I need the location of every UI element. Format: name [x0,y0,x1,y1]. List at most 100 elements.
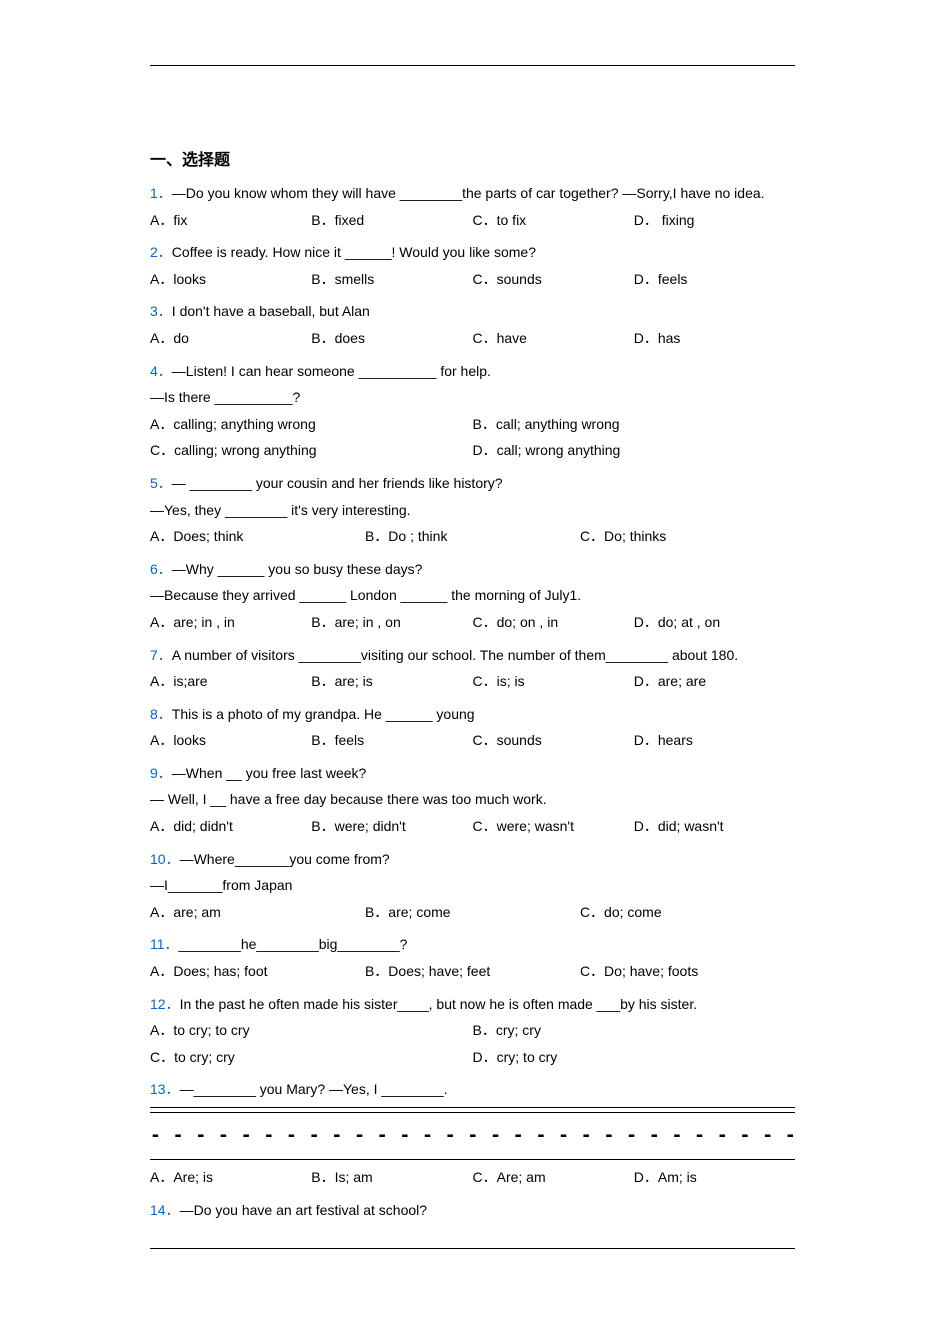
option-row: A．to cry; to cryB．cry; cryC．to cry; cryD… [150,1017,795,1070]
option-item: B．are; in , on [311,609,472,636]
option-item: B．Is; am [311,1164,472,1191]
question-block: 4．—Listen! I can hear someone __________… [150,358,795,464]
option-item: C．sounds [473,266,634,293]
option-item: C．do; on , in [473,609,634,636]
option-item: A．to cry; to cry [150,1017,473,1044]
question-block: 14．—Do you have an art festival at schoo… [150,1197,795,1224]
option-item: A．is;are [150,668,311,695]
option-row: A．are; in , inB．are; in , onC．do; on , i… [150,609,795,636]
section-title: 一、选择题 [150,146,795,170]
question-text: —________ you Mary? —Yes, I ________. [180,1081,448,1097]
question-subline: — Well, I __ have a free day because the… [150,786,795,813]
option-item: A．Does; has; foot [150,958,365,985]
option-item: C．sounds [473,727,634,754]
question-subline: —I_______from Japan [150,872,795,899]
question-subline: —Is there __________? [150,384,795,411]
question-text-line: 5．— ________ your cousin and her friends… [150,470,795,497]
option-item: C．is; is [473,668,634,695]
question-number: 7． [150,647,172,663]
question-text: This is a photo of my grandpa. He ______… [172,706,475,722]
question-number: 3． [150,303,172,319]
option-item: A．fix [150,207,311,234]
option-item: A．are; am [150,899,365,926]
question-text-line: 9．—When __ you free last week? [150,760,795,787]
option-item: D．cry; to cry [473,1044,796,1071]
option-item: B．were; didn't [311,813,472,840]
question-text-line: 13．—________ you Mary? —Yes, I ________. [150,1076,795,1103]
option-item: D．hears [634,727,795,754]
option-item: B．feels [311,727,472,754]
option-row: A．Are; isB．Is; amC．Are; amD．Am; is [150,1164,795,1191]
question-subline: —Yes, they ________ it's very interestin… [150,497,795,524]
option-item: D．call; wrong anything [473,437,796,464]
option-item: A．calling; anything wrong [150,411,473,438]
option-item: C．do; come [580,899,795,926]
option-item: D．has [634,325,795,352]
option-row: A．fixB．fixedC．to fixD． fixing [150,207,795,234]
document-page: 一、选择题 1．—Do you know whom they will have… [0,0,945,1289]
option-item: B．fixed [311,207,472,234]
question-text: Coffee is ready. How nice it ______! Wou… [172,244,536,260]
question-number: 6． [150,561,172,577]
dashed-divider: - - - - - - - - - - - - - - - - - - - - … [150,1112,795,1160]
option-item: D．do; at , on [634,609,795,636]
question-number: 8． [150,706,172,722]
question-text: —Why ______ you so busy these days? [172,561,423,577]
question-number: 13． [150,1081,180,1097]
question-text-line: 4．—Listen! I can hear someone __________… [150,358,795,385]
question-text-line: 2．Coffee is ready. How nice it ______! W… [150,239,795,266]
question-number: 14． [150,1202,180,1218]
option-item: C．to fix [473,207,634,234]
question-text: A number of visitors ________visiting ou… [172,647,738,663]
option-row: A．Does; has; footB．Does; have; feetC．Do;… [150,958,795,985]
question-block: 1．—Do you know whom they will have _____… [150,180,795,233]
option-item: B．does [311,325,472,352]
option-item: C．to cry; cry [150,1044,473,1071]
question-block: 9．—When __ you free last week?— Well, I … [150,760,795,840]
question-block: 10．—Where_______you come from?—I_______f… [150,846,795,926]
option-item: B．Do ; think [365,523,580,550]
question-text: —Do you know whom they will have _______… [172,185,765,201]
question-number: 5． [150,475,172,491]
option-row: A．calling; anything wrongB．call; anythin… [150,411,795,464]
question-number: 12． [150,996,180,1012]
questions-list: 1．—Do you know whom they will have _____… [150,180,795,1223]
option-item: D． fixing [634,207,795,234]
question-text-line: 12．In the past he often made his sister_… [150,991,795,1018]
option-item: D．Am; is [634,1164,795,1191]
question-block: 8．This is a photo of my grandpa. He ____… [150,701,795,754]
question-text-line: 1．—Do you know whom they will have _____… [150,180,795,207]
question-block: 11．________he________big________?A．Does;… [150,931,795,984]
question-text-line: 6．—Why ______ you so busy these days? [150,556,795,583]
question-text-line: 3．I don't have a baseball, but Alan [150,298,795,325]
option-row: A．doB．doesC．haveD．has [150,325,795,352]
option-item: C．have [473,325,634,352]
question-text: I don't have a baseball, but Alan [172,303,370,319]
question-text: —Listen! I can hear someone __________ f… [172,363,491,379]
option-item: B．Does; have; feet [365,958,580,985]
question-text: In the past he often made his sister____… [180,996,698,1012]
question-block: 3．I don't have a baseball, but AlanA．doB… [150,298,795,351]
option-item: A．do [150,325,311,352]
option-item: A．Does; think [150,523,365,550]
option-item: B．are; is [311,668,472,695]
question-text-line: 10．—Where_______you come from? [150,846,795,873]
option-item: A．looks [150,266,311,293]
question-text-line: 7．A number of visitors ________visiting … [150,642,795,669]
option-item: C．Do; have; foots [580,958,795,985]
question-text: ________he________big________? [179,936,408,952]
question-text: —Where_______you come from? [180,851,390,867]
option-item: C．Are; am [473,1164,634,1191]
option-item: B．cry; cry [473,1017,796,1044]
question-subline: —Because they arrived ______ London ____… [150,582,795,609]
option-item: D．did; wasn't [634,813,795,840]
top-horizontal-rule [150,65,795,66]
question-block: 6．—Why ______ you so busy these days?—Be… [150,556,795,636]
question-block: 13．—________ you Mary? —Yes, I ________.… [150,1076,795,1190]
option-item: B．call; anything wrong [473,411,796,438]
thin-rule [150,1107,795,1108]
question-text: —When __ you free last week? [172,765,367,781]
option-item: B．smells [311,266,472,293]
question-text: —Do you have an art festival at school? [180,1202,427,1218]
question-number: 10． [150,851,180,867]
